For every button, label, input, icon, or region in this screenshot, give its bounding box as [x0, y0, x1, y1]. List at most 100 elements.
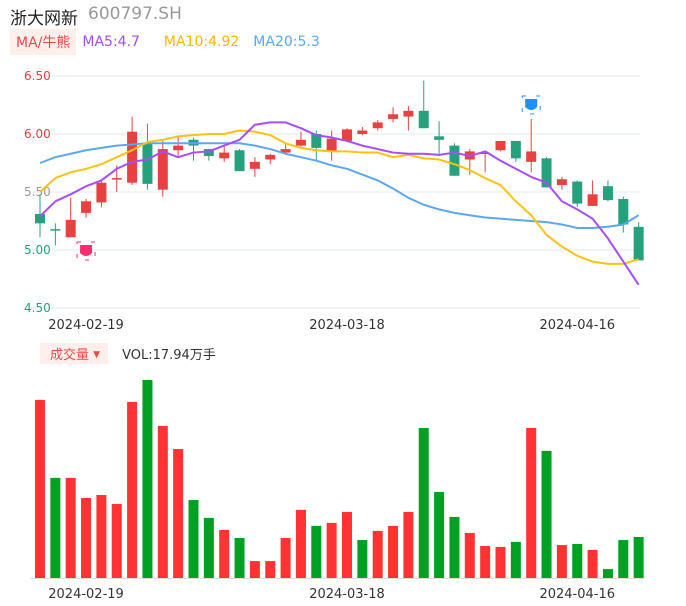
caret-down-icon: ▼: [93, 350, 101, 360]
candle-body: [572, 181, 583, 204]
candle-body: [342, 129, 352, 141]
candle-body: [510, 140, 521, 159]
ma20-legend: MA20:5.3: [253, 34, 320, 50]
candle-body: [480, 152, 491, 155]
volume-bar: [326, 522, 337, 578]
volume-bar: [188, 500, 199, 578]
stock-code: 600797.SH: [88, 4, 182, 24]
volume-bar: [157, 425, 168, 578]
volume-bar: [541, 450, 552, 578]
y-tick-label: 6.50: [24, 69, 51, 83]
candle-body: [203, 149, 214, 157]
volume-bar: [357, 540, 368, 578]
candle-body: [173, 145, 184, 151]
bear-market-icon: [525, 99, 538, 110]
candle-body: [434, 136, 445, 140]
x-tick-label: 2024-03-18: [309, 318, 385, 333]
volume-bar: [633, 536, 644, 578]
x-tick-label: 2024-04-16: [539, 587, 615, 602]
volume-bar: [449, 516, 460, 578]
candle-body: [618, 198, 629, 225]
candle-body: [111, 178, 122, 180]
volume-bar: [50, 477, 61, 578]
volume-bar: [96, 495, 107, 578]
candle-body: [372, 122, 383, 129]
candle-body: [449, 145, 460, 176]
y-tick-label: 5.00: [24, 243, 51, 257]
candle-body: [127, 131, 138, 183]
candle-body: [249, 161, 260, 169]
volume-bar: [572, 543, 583, 578]
volume-bar: [372, 530, 383, 578]
candle-body: [556, 179, 567, 186]
candle-body: [157, 149, 168, 190]
candle-body: [65, 219, 76, 238]
candle-body: [50, 229, 61, 231]
candle-body: [633, 226, 644, 261]
candle-body: [357, 130, 368, 134]
candle-body: [326, 138, 337, 152]
candle-body: [280, 149, 291, 153]
candle-body: [602, 186, 613, 201]
candle-body: [403, 110, 414, 117]
candle-body: [311, 134, 322, 148]
x-tick-label: 2024-04-16: [539, 318, 615, 333]
volume-bar: [618, 540, 629, 578]
candle-body: [295, 139, 306, 146]
candle-body: [418, 110, 429, 129]
volume-bar: [602, 569, 613, 578]
candle-body: [388, 114, 399, 119]
volume-bar: [342, 511, 352, 578]
volume-indicator-button[interactable]: 成交量 ▼: [40, 343, 109, 364]
x-tick-label: 2024-02-19: [48, 587, 124, 602]
ma5-line: [39, 121, 640, 286]
volume-bar: [434, 492, 445, 578]
volume-bar: [65, 477, 76, 578]
volume-bar: [219, 529, 230, 578]
volume-bar: [403, 511, 414, 578]
bear-marker-frame: [521, 95, 541, 115]
candle-body: [587, 194, 598, 206]
ma10-legend: MA10:4.92: [163, 34, 240, 50]
ma20-line: [39, 142, 640, 229]
candle-body: [35, 214, 45, 224]
bull-marker-frame: [76, 241, 96, 261]
volume-bar: [480, 545, 491, 578]
volume-bar: [388, 525, 399, 578]
volume-bar: [265, 561, 276, 578]
volume-bar: [495, 546, 506, 578]
candle-body: [81, 201, 92, 213]
candle-body: [526, 151, 537, 162]
ma-indicator-button[interactable]: MA/牛熊: [10, 29, 77, 55]
volume-bar: [35, 399, 45, 578]
volume-bar: [418, 428, 429, 578]
volume-button-label: 成交量: [50, 348, 90, 363]
ma10-line: [39, 129, 639, 265]
volume-bar: [234, 537, 245, 578]
volume-bar: [127, 401, 138, 578]
candle-body: [495, 140, 506, 151]
volume-legend: 成交量 ▼ VOL:17.94万手: [40, 343, 216, 364]
volume-bar: [510, 541, 521, 578]
stock-name: 浙大网新: [10, 9, 78, 29]
ma5-legend: MA5:4.7: [82, 34, 140, 50]
volume-bar: [311, 525, 322, 578]
bull-market-icon: [80, 245, 93, 256]
volume-bar: [111, 503, 122, 578]
volume-value: VOL:17.94万手: [122, 348, 216, 363]
candle-body: [219, 152, 230, 159]
candle-body: [265, 154, 276, 160]
ma-legend: MA/牛熊 MA5:4.7 MA10:4.92 MA20:5.3: [10, 29, 320, 55]
volume-bar: [464, 532, 475, 578]
x-tick-label: 2024-03-18: [309, 587, 385, 602]
y-tick-label: 4.50: [24, 301, 51, 315]
volume-bar: [295, 509, 306, 578]
candle-body: [234, 150, 245, 172]
volume-bar: [556, 545, 567, 578]
volume-bar: [203, 517, 214, 578]
volume-bar: [526, 428, 537, 578]
volume-bar: [587, 549, 598, 578]
candle-body: [541, 158, 552, 188]
y-tick-label: 6.00: [24, 127, 51, 141]
